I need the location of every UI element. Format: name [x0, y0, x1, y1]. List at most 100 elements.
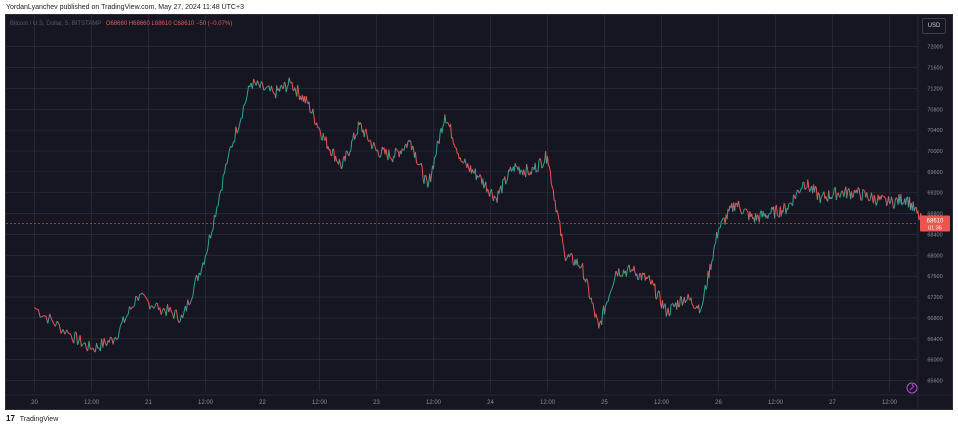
- price-candle: [859, 195, 862, 201]
- price-candle: [578, 265, 581, 269]
- y-tick-label: 66000: [927, 358, 942, 364]
- price-candle: [217, 195, 220, 206]
- last-price-value: 68610: [927, 219, 944, 225]
- price-candle: [222, 173, 225, 176]
- price-candle: [848, 188, 851, 192]
- price-candle: [720, 219, 723, 222]
- price-candle: [235, 126, 238, 134]
- price-candle: [88, 340, 91, 350]
- price-candle: [146, 299, 149, 302]
- price-candle: [708, 263, 711, 279]
- price-candle: [49, 313, 53, 320]
- price-candle: [143, 293, 146, 297]
- price-candle: [211, 228, 214, 233]
- price-candle: [130, 306, 133, 310]
- price-candle: [201, 262, 204, 269]
- price-candle: [813, 186, 816, 193]
- price-candle: [279, 86, 282, 92]
- price-candle: [880, 194, 883, 200]
- price-chart[interactable]: 65600 66000 66400 66800 67200 67600 68000 68400…: [5, 14, 953, 410]
- price-candle: [570, 252, 573, 255]
- price-candle: [913, 207, 916, 212]
- price-candle: [851, 191, 853, 198]
- price-candle: [673, 305, 676, 308]
- y-tick-label: 70000: [927, 149, 942, 155]
- price-candle: [563, 247, 566, 256]
- price-candle: [828, 190, 831, 200]
- price-candle: [103, 338, 106, 344]
- y-tick-label: 67200: [927, 295, 942, 301]
- price-candle: [286, 85, 289, 88]
- price-candle: [170, 311, 173, 314]
- price-candle: [471, 169, 474, 173]
- price-candle: [45, 316, 49, 324]
- price-candle: [205, 253, 208, 256]
- chart-canvas[interactable]: 65600 66000 66400 66800 67200 67600 68000 68400…: [6, 15, 952, 409]
- price-candle: [654, 283, 657, 299]
- price-candle: [316, 122, 319, 128]
- price-candle: [792, 194, 795, 206]
- price-candle: [191, 296, 194, 300]
- price-candle: [582, 263, 585, 280]
- price-candle: [846, 190, 849, 199]
- price-candle: [537, 160, 540, 172]
- price-candle: [841, 190, 844, 193]
- price-candle: [739, 210, 742, 214]
- price-candle: [543, 161, 546, 165]
- price-candle: [595, 313, 598, 319]
- price-candle: [562, 241, 565, 248]
- price-candle: [501, 179, 504, 194]
- price-candle: [633, 265, 636, 272]
- price-candle: [167, 304, 170, 313]
- price-candle: [912, 201, 915, 212]
- price-candle: [782, 203, 785, 213]
- price-candle: [852, 195, 854, 198]
- price-candle: [37, 309, 41, 318]
- price-candle: [212, 215, 215, 230]
- publish-header: YordanLyanchev published on TradingView.…: [6, 4, 244, 11]
- y-tick-label: 66800: [927, 316, 942, 322]
- price-candle: [400, 148, 403, 155]
- price-candle: [873, 195, 876, 201]
- price-candle: [787, 203, 790, 210]
- price-candle: [69, 333, 72, 336]
- price-candle: [120, 322, 123, 326]
- price-candle: [667, 307, 670, 317]
- price-candle: [832, 188, 835, 195]
- price-candle: [117, 330, 120, 339]
- price-candle: [431, 165, 434, 174]
- replay-icon: [906, 382, 918, 394]
- price-candle: [221, 174, 224, 191]
- price-candle: [270, 85, 274, 92]
- price-candle: [331, 148, 334, 156]
- price-candle: [476, 175, 479, 178]
- price-candle: [751, 213, 754, 219]
- price-candle: [628, 264, 631, 273]
- price-candle: [571, 254, 574, 265]
- price-candle: [435, 140, 438, 154]
- price-candle: [197, 272, 200, 282]
- price-candle: [530, 167, 533, 175]
- price-candle: [580, 265, 583, 268]
- last-price-label-box: [920, 215, 950, 232]
- price-candle: [51, 319, 54, 324]
- price-candle: [534, 162, 537, 173]
- price-candle: [576, 258, 579, 266]
- price-candle: [551, 186, 554, 190]
- price-candle: [702, 292, 705, 301]
- price-candle: [264, 87, 267, 90]
- price-candle: [441, 125, 444, 134]
- price-candle: [506, 178, 509, 182]
- price-candle: [396, 149, 398, 152]
- price-candle: [587, 286, 590, 298]
- price-candle: [590, 297, 593, 304]
- price-candle: [493, 195, 496, 198]
- price-candle: [900, 194, 903, 206]
- price-candle: [366, 134, 369, 141]
- price-candle: [496, 190, 499, 203]
- currency-badge[interactable]: USD: [922, 18, 946, 34]
- x-tick-label: 25: [601, 400, 608, 406]
- y-tick-label: 68000: [927, 253, 942, 259]
- price-candle: [540, 160, 543, 169]
- price-candle: [858, 188, 861, 196]
